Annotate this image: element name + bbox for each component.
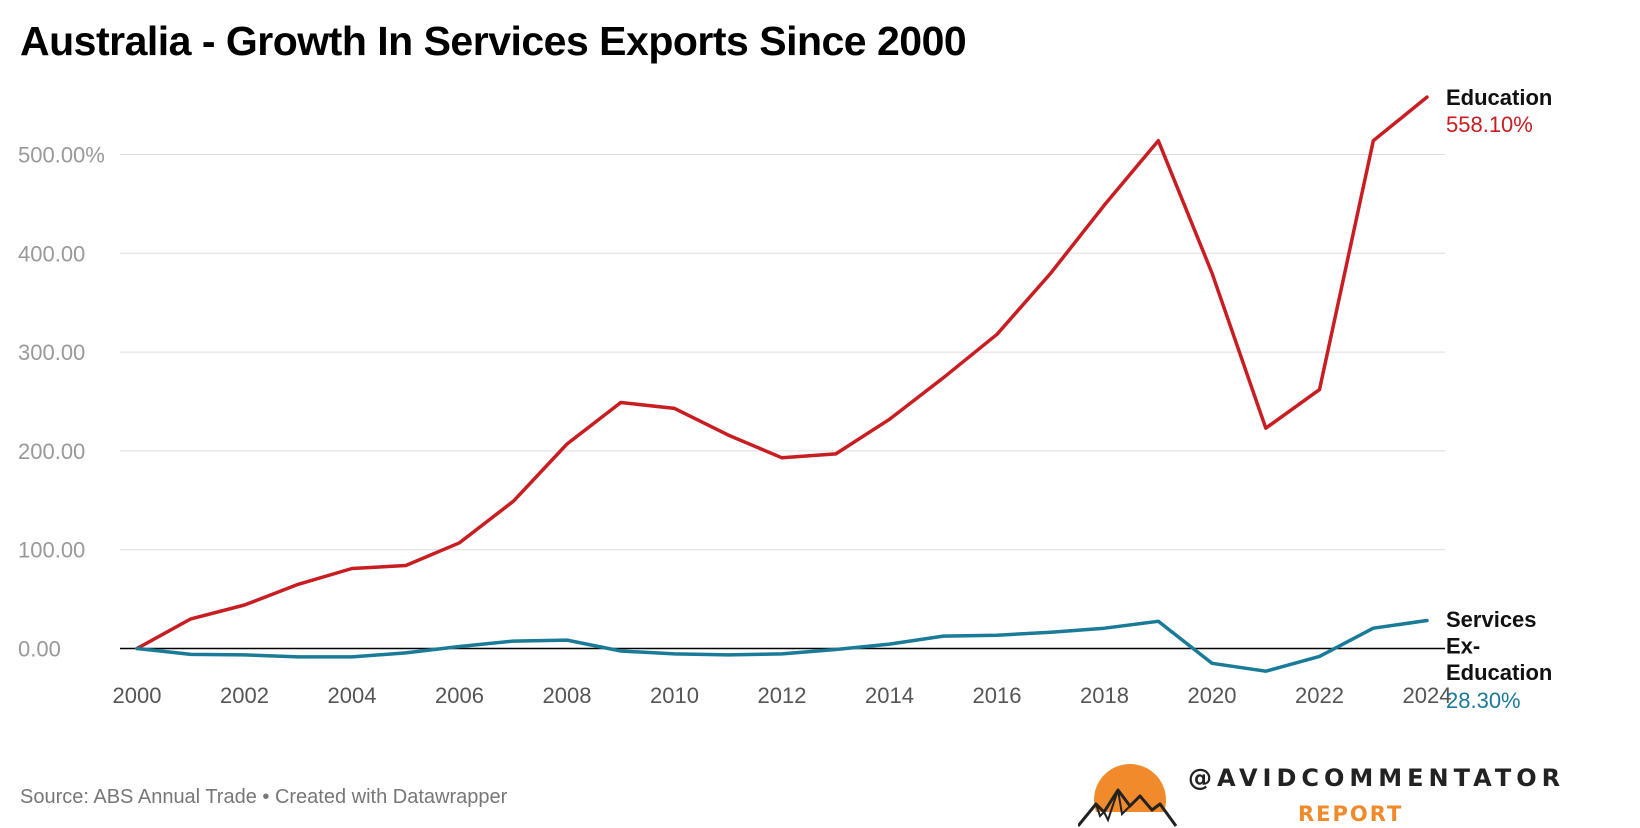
services-series-name-line: Ex- (1446, 634, 1480, 659)
brand-subtitle: REPORT (1298, 802, 1404, 826)
source-note: Source: ABS Annual Trade • Created with … (20, 786, 508, 808)
gridlines (120, 154, 1445, 650)
y-tick-label: 400.00 (18, 241, 85, 266)
services-series-name-line: Education (1446, 660, 1552, 685)
series-lines (135, 95, 1429, 673)
x-tick-label: 2000 (113, 683, 162, 708)
services-series-name: Services Ex-Education (1446, 607, 1552, 685)
x-tick-label: 2004 (328, 683, 377, 708)
education-line (135, 95, 1429, 651)
y-tick-label: 500.00% (18, 143, 105, 168)
y-tick-label: 300.00 (18, 340, 85, 365)
services-series-name-line: Services (1446, 607, 1537, 632)
x-tick-label: 2002 (220, 683, 269, 708)
x-tick-label: 2008 (543, 683, 592, 708)
x-tick-label: 2022 (1295, 683, 1344, 708)
education-series-name: Education (1446, 85, 1552, 110)
y-tick-label: 0.00 (18, 637, 61, 662)
x-tick-label: 2014 (865, 683, 914, 708)
x-tick-label: 2006 (435, 683, 484, 708)
services-end-value: 28.30% (1446, 688, 1521, 713)
y-tick-label: 200.00 (18, 439, 85, 464)
education-end-value: 558.10% (1446, 112, 1533, 137)
x-tick-label: 2018 (1080, 683, 1129, 708)
x-axis: 2000 2002 2004 2006 2008 2010 2012 2014 2016 2018… (113, 683, 1452, 708)
brand-handle: @AVIDCOMMENTATOR (1188, 764, 1566, 792)
chart-title: Australia - Growth In Services Exports S… (20, 18, 967, 64)
y-tick-label: 100.00 (18, 538, 85, 563)
x-tick-label: 2016 (973, 683, 1022, 708)
mountain-sun-logo-icon (1078, 764, 1178, 828)
x-tick-label: 2010 (650, 683, 699, 708)
brand-logo-block[interactable]: @AVIDCOMMENTATOR REPORT (1078, 760, 1560, 828)
y-axis: 0.00 100.00 200.00 300.00 400.00 500.00% (18, 143, 105, 662)
services-ex-education-line (135, 618, 1429, 673)
x-tick-label: 2012 (758, 683, 807, 708)
x-tick-label: 2024 (1403, 683, 1452, 708)
x-tick-label: 2020 (1188, 683, 1237, 708)
